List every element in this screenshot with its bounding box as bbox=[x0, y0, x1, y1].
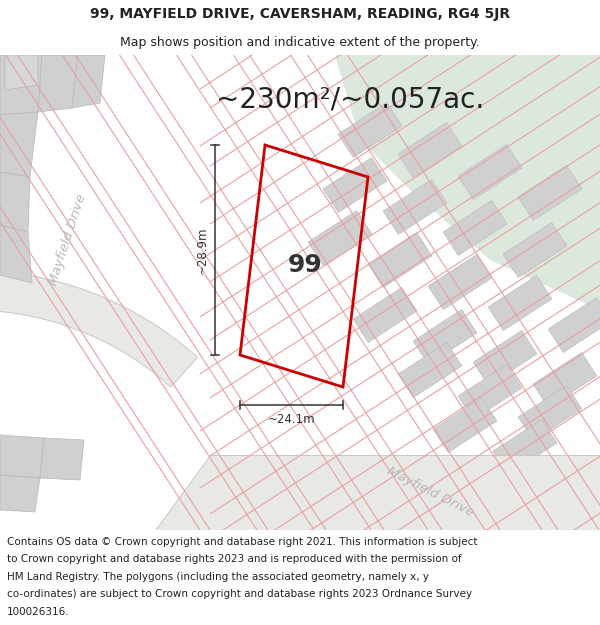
Polygon shape bbox=[428, 254, 492, 309]
Text: co-ordinates) are subject to Crown copyright and database rights 2023 Ordnance S: co-ordinates) are subject to Crown copyr… bbox=[7, 589, 472, 599]
Polygon shape bbox=[5, 55, 38, 90]
Polygon shape bbox=[488, 276, 552, 331]
Polygon shape bbox=[398, 342, 462, 398]
Polygon shape bbox=[533, 352, 597, 408]
Polygon shape bbox=[383, 179, 447, 234]
Polygon shape bbox=[0, 172, 30, 232]
Polygon shape bbox=[493, 419, 557, 474]
Polygon shape bbox=[323, 158, 387, 212]
Text: 99: 99 bbox=[287, 253, 322, 277]
Polygon shape bbox=[503, 222, 567, 278]
Polygon shape bbox=[458, 364, 522, 419]
Text: HM Land Registry. The polygons (including the associated geometry, namely x, y: HM Land Registry. The polygons (includin… bbox=[7, 572, 429, 582]
Polygon shape bbox=[413, 309, 477, 364]
Polygon shape bbox=[443, 201, 507, 256]
Text: Mayfield Drive: Mayfield Drive bbox=[47, 192, 89, 288]
Text: to Crown copyright and database rights 2023 and is reproduced with the permissio: to Crown copyright and database rights 2… bbox=[7, 554, 462, 564]
Text: Contains OS data © Crown copyright and database right 2021. This information is : Contains OS data © Crown copyright and d… bbox=[7, 537, 478, 547]
Polygon shape bbox=[72, 55, 105, 108]
Polygon shape bbox=[473, 331, 537, 386]
Polygon shape bbox=[353, 288, 417, 342]
Polygon shape bbox=[338, 102, 402, 158]
Polygon shape bbox=[0, 112, 38, 177]
Polygon shape bbox=[40, 438, 84, 480]
Polygon shape bbox=[0, 435, 44, 478]
Polygon shape bbox=[0, 225, 32, 283]
Text: Mayfield Drive: Mayfield Drive bbox=[385, 464, 475, 519]
Polygon shape bbox=[0, 475, 40, 512]
Polygon shape bbox=[458, 144, 522, 199]
Polygon shape bbox=[518, 166, 582, 221]
Polygon shape bbox=[38, 55, 78, 112]
Polygon shape bbox=[0, 55, 42, 115]
Polygon shape bbox=[0, 270, 197, 387]
Polygon shape bbox=[368, 232, 432, 288]
Polygon shape bbox=[398, 122, 462, 177]
Text: Map shows position and indicative extent of the property.: Map shows position and indicative extent… bbox=[120, 36, 480, 49]
Text: 99, MAYFIELD DRIVE, CAVERSHAM, READING, RG4 5JR: 99, MAYFIELD DRIVE, CAVERSHAM, READING, … bbox=[90, 7, 510, 21]
Text: 100026316.: 100026316. bbox=[7, 607, 70, 617]
Text: ~24.1m: ~24.1m bbox=[268, 413, 316, 426]
Polygon shape bbox=[335, 55, 600, 310]
Polygon shape bbox=[548, 298, 600, 352]
Text: ~230m²/~0.057ac.: ~230m²/~0.057ac. bbox=[216, 86, 484, 114]
Polygon shape bbox=[155, 455, 600, 530]
Polygon shape bbox=[308, 211, 372, 266]
Polygon shape bbox=[518, 386, 582, 441]
Text: ~28.9m: ~28.9m bbox=[196, 226, 209, 274]
Polygon shape bbox=[433, 398, 497, 452]
